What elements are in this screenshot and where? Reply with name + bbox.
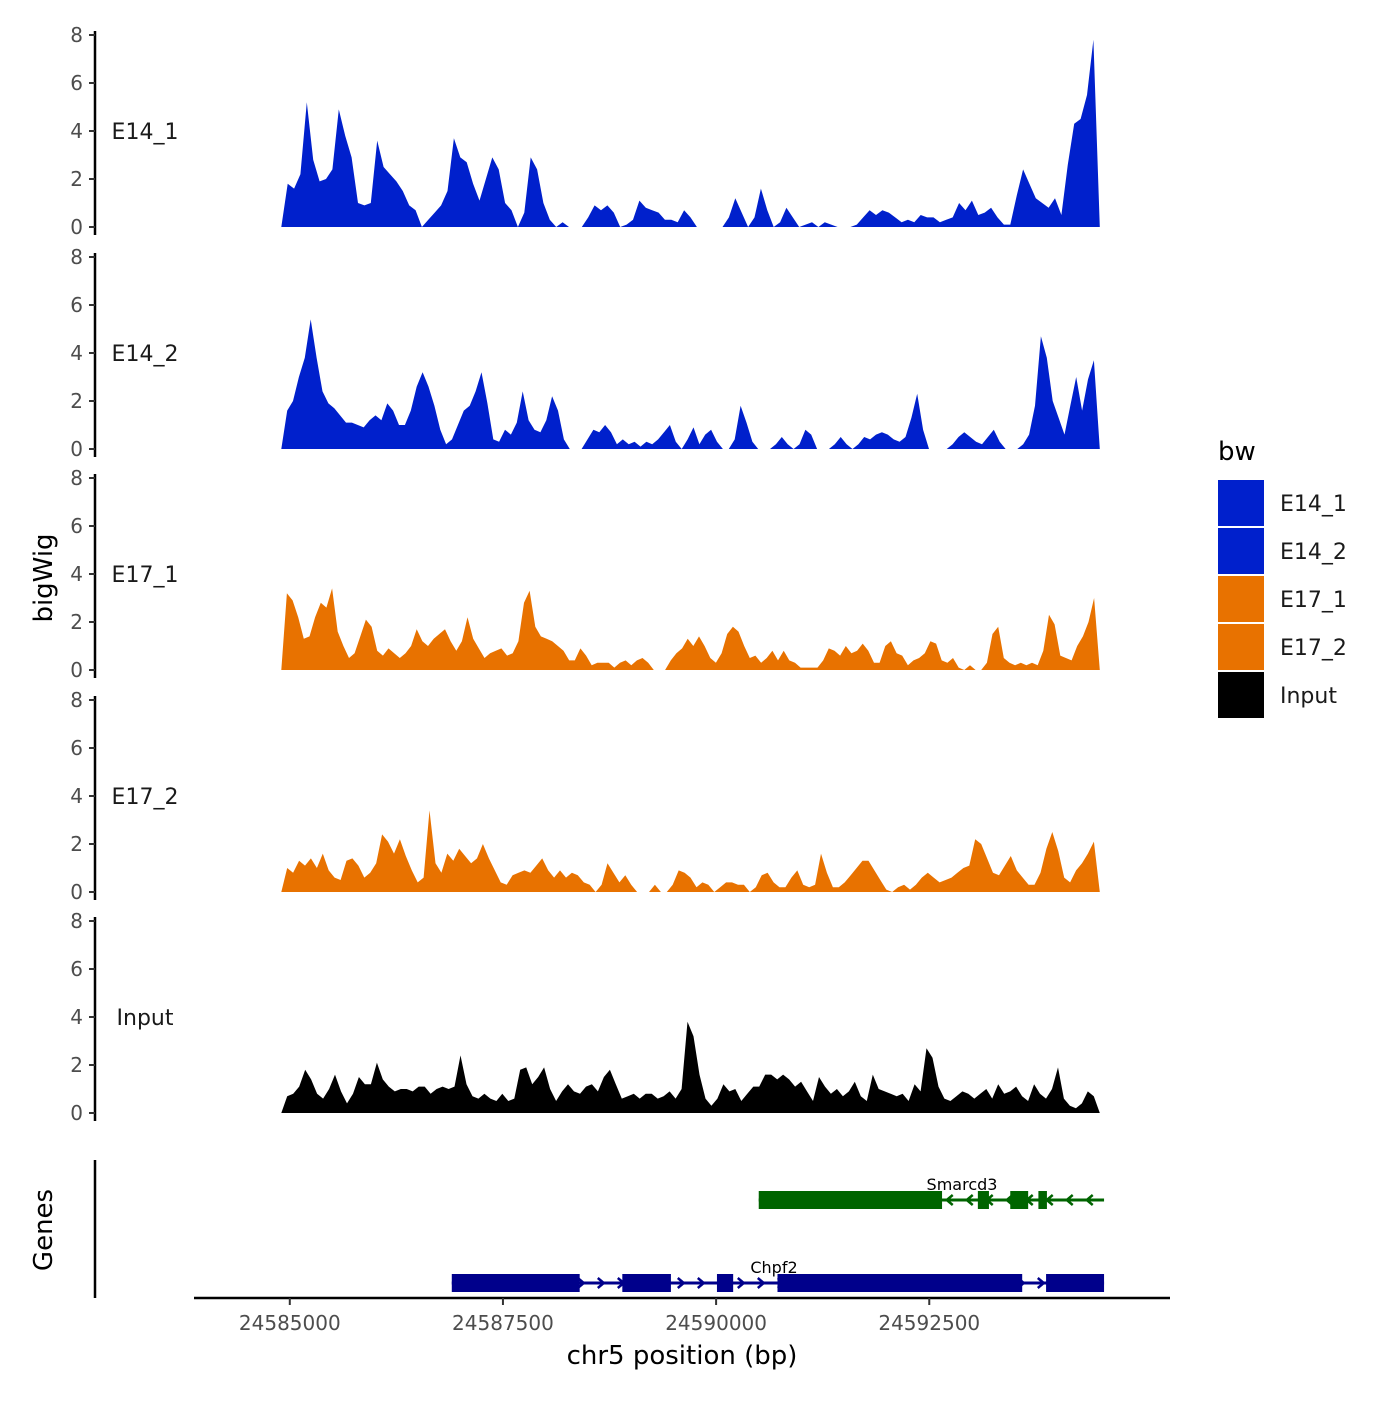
y-tick-label: 2 bbox=[70, 832, 83, 856]
y-tick-label: 8 bbox=[70, 23, 83, 47]
strand-arrow bbox=[576, 1277, 586, 1289]
strand-arrow bbox=[696, 1277, 706, 1289]
y-tick-label: 0 bbox=[70, 215, 83, 239]
y-axis-title: bigWig bbox=[29, 533, 59, 622]
y-tick-label: 0 bbox=[70, 880, 83, 904]
strand-arrow bbox=[596, 1277, 606, 1289]
legend-swatch bbox=[1218, 576, 1264, 622]
gene-exon bbox=[1038, 1191, 1047, 1209]
y-tick-label: 4 bbox=[70, 562, 83, 586]
legend-label: E17_1 bbox=[1280, 588, 1347, 613]
x-axis-title: chr5 position (bp) bbox=[567, 1341, 798, 1371]
x-axis: 24585000 24587500 24590000 24592500 bbox=[194, 1296, 1170, 1335]
strand-arrow bbox=[944, 1194, 954, 1206]
strand-arrow bbox=[964, 1194, 974, 1206]
gene-exon bbox=[716, 1274, 734, 1292]
y-tick-label: 2 bbox=[70, 610, 83, 634]
coverage-area bbox=[281, 588, 1100, 670]
x-tick-label: 24590000 bbox=[665, 1311, 767, 1335]
y-tick-label: 6 bbox=[70, 293, 83, 317]
gene-exon bbox=[758, 1191, 943, 1209]
y-tick-label: 8 bbox=[70, 688, 83, 712]
y-tick-label: 8 bbox=[70, 245, 83, 269]
track-input: 0 2 4 6 8 Input bbox=[70, 909, 1100, 1125]
coverage-tracks: 0 2 4 6 8 E14_1 0 2 4 6 8 E14_2 0 2 4 6 8 E17_1 0 2 4 6 8 E17_2… bbox=[70, 23, 1100, 1125]
y-tick-label: 4 bbox=[70, 341, 83, 365]
track-label: Input bbox=[117, 1006, 174, 1031]
y-tick-label: 0 bbox=[70, 658, 83, 682]
x-tick-label: 24587500 bbox=[452, 1311, 554, 1335]
legend-swatch bbox=[1218, 528, 1264, 574]
coverage-area bbox=[281, 1021, 1100, 1113]
strand-arrow bbox=[676, 1277, 686, 1289]
gene-label: Smarcd3 bbox=[927, 1175, 998, 1194]
strand-arrow bbox=[736, 1277, 746, 1289]
track-e17-2: 0 2 4 6 8 E17_2 bbox=[70, 688, 1100, 904]
gene-exon bbox=[451, 1274, 580, 1292]
y-tick-label: 4 bbox=[70, 1005, 83, 1029]
legend-label: E14_2 bbox=[1280, 540, 1347, 565]
legend-swatch bbox=[1218, 480, 1264, 526]
x-tick-label: 24585000 bbox=[239, 1311, 341, 1335]
track-e17-1: 0 2 4 6 8 E17_1 bbox=[70, 466, 1100, 682]
legend-title: bw bbox=[1218, 437, 1256, 467]
coverage-area bbox=[281, 39, 1100, 227]
track-e14-1: 0 2 4 6 8 E14_1 bbox=[70, 23, 1100, 239]
y-tick-label: 6 bbox=[70, 71, 83, 95]
genes-axis-title: Genes bbox=[29, 1189, 59, 1271]
y-tick-label: 6 bbox=[70, 957, 83, 981]
y-tick-label: 2 bbox=[70, 389, 83, 413]
legend-label: Input bbox=[1280, 684, 1337, 709]
gene-smarcd3: Smarcd3 bbox=[758, 1175, 1105, 1209]
gene-track: Smarcd3 Chpf2 bbox=[93, 1160, 1105, 1298]
coverage-area bbox=[281, 319, 1100, 449]
legend-item: E17_2 bbox=[1218, 624, 1347, 670]
y-tick-label: 0 bbox=[70, 1101, 83, 1125]
legend-item: Input bbox=[1218, 672, 1337, 718]
gene-exon bbox=[622, 1274, 671, 1292]
track-label: E14_1 bbox=[112, 120, 179, 145]
gene-chpf2: Chpf2 bbox=[451, 1258, 1105, 1292]
strand-arrow bbox=[756, 1277, 766, 1289]
gene-exon bbox=[1010, 1191, 1029, 1209]
y-tick-label: 8 bbox=[70, 466, 83, 490]
track-label: E17_2 bbox=[112, 785, 179, 810]
track-label: E17_1 bbox=[112, 563, 179, 588]
legend-swatch bbox=[1218, 624, 1264, 670]
strand-arrow bbox=[1036, 1277, 1046, 1289]
y-tick-label: 2 bbox=[70, 167, 83, 191]
strand-arrow bbox=[1064, 1194, 1074, 1206]
y-tick-label: 4 bbox=[70, 119, 83, 143]
legend-item: E17_1 bbox=[1218, 576, 1347, 622]
legend-label: E14_1 bbox=[1280, 492, 1347, 517]
gene-exon bbox=[977, 1191, 989, 1209]
coverage-area bbox=[281, 810, 1100, 892]
y-tick-label: 8 bbox=[70, 909, 83, 933]
y-tick-label: 6 bbox=[70, 514, 83, 538]
gene-label: Chpf2 bbox=[750, 1258, 797, 1277]
track-e14-2: 0 2 4 6 8 E14_2 bbox=[70, 245, 1100, 461]
legend-item: E14_1 bbox=[1218, 480, 1347, 526]
legend-item: E14_2 bbox=[1218, 528, 1347, 574]
y-tick-label: 0 bbox=[70, 437, 83, 461]
y-tick-label: 4 bbox=[70, 784, 83, 808]
y-tick-label: 2 bbox=[70, 1053, 83, 1077]
track-label: E14_2 bbox=[112, 342, 179, 367]
strand-arrow bbox=[1084, 1194, 1094, 1206]
gene-exon bbox=[777, 1274, 1023, 1292]
legend-swatch bbox=[1218, 672, 1264, 718]
y-tick-label: 6 bbox=[70, 736, 83, 760]
x-tick-label: 24592500 bbox=[878, 1311, 980, 1335]
legend: bw E14_1 E14_2 E17_1 E17_2 Input bbox=[1218, 437, 1347, 718]
gene-exon bbox=[1046, 1274, 1105, 1292]
legend-label: E17_2 bbox=[1280, 636, 1347, 661]
